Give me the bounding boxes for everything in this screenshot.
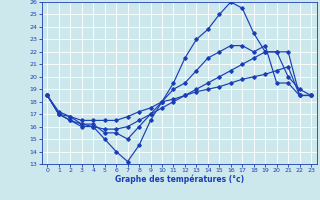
X-axis label: Graphe des températures (°c): Graphe des températures (°c) <box>115 175 244 184</box>
